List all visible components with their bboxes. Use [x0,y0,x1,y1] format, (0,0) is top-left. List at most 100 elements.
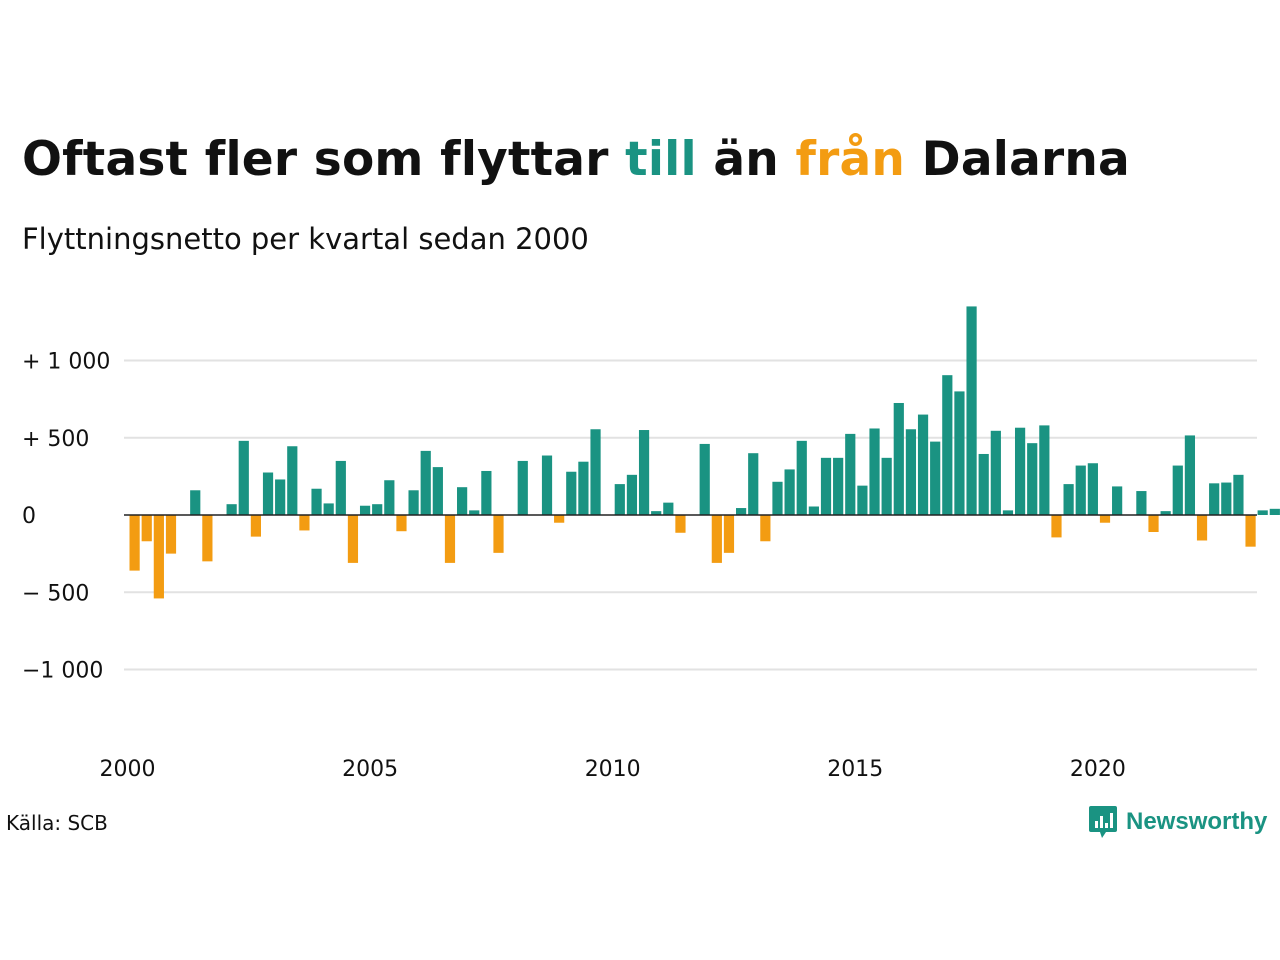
x-tick-label: 2005 [342,757,398,782]
bar [845,433,856,515]
bar [1075,465,1086,515]
y-tick-label: + 500 [22,427,89,452]
source-note: Källa: SCB [6,811,108,835]
bar [1002,510,1014,515]
bar [578,461,589,515]
bar [1245,515,1256,547]
bar [820,457,832,515]
bar [893,402,904,515]
bar [554,515,565,523]
bar [857,485,868,515]
bar [930,441,941,515]
bar [736,508,747,515]
gridlines [124,359,1257,671]
bar [796,440,807,515]
bar [760,515,771,542]
bar [238,440,249,515]
title-part1: Oftast fler som flyttar [22,132,626,187]
bar [1148,515,1159,532]
bar [457,487,468,515]
y-tick-label: −1 000 [22,659,103,684]
bar [1233,474,1244,515]
y-tick-label: − 500 [22,581,89,606]
bar [1027,443,1038,515]
bar [699,443,710,515]
bar [469,510,480,515]
bars [129,306,1280,599]
chart-subtitle: Flyttningsnetto per kvartal sedan 2000 [22,222,589,256]
bar [1221,482,1232,515]
bar [833,457,844,515]
title-to-word: till [625,132,697,187]
title-from-word: från [795,132,906,187]
bar [1172,465,1183,515]
bar [590,429,601,515]
bar [347,515,359,563]
bar [566,471,577,515]
bar [748,453,759,515]
bar [1051,515,1062,538]
x-tick-label: 2010 [585,757,641,782]
bar [966,306,977,515]
bar [481,470,492,515]
bar [202,515,213,562]
bar [942,375,953,515]
bar [1112,486,1123,515]
bar [493,515,504,553]
x-tick-label: 2020 [1070,757,1126,782]
bar [663,502,674,515]
bar [1063,484,1074,515]
bar [638,430,650,515]
bar [299,515,310,531]
bar [772,481,783,515]
bar [626,474,638,515]
bar [250,515,261,537]
bar [359,505,371,515]
x-tick-label: 2015 [827,757,883,782]
newsworthy-logo-icon [1089,806,1117,838]
bar [1014,427,1026,515]
bar [881,457,892,515]
bar [396,515,407,532]
bar [165,515,177,554]
bar [541,455,553,515]
bar [808,506,819,515]
bar [1196,515,1208,541]
bar-chart: −1 000 − 500 0 + 500 + 1 000 2000 2005 2010 201… [22,306,1280,782]
bar [517,460,528,515]
bar [262,472,274,515]
bar [420,450,431,515]
bar [1257,510,1268,515]
bar [1039,425,1050,515]
bar [226,504,237,515]
bar [190,490,201,515]
title-part3: Dalarna [905,132,1130,187]
bar [905,429,917,515]
bar [141,515,152,542]
title-part2: än [696,132,796,187]
bar [335,460,346,515]
bar [153,515,164,599]
bar [323,503,334,515]
bar [954,391,965,515]
bar [990,430,1001,515]
bar [129,515,140,571]
bar [917,414,929,515]
bar [275,479,286,515]
x-axis-labels: 2000 2005 2010 2015 2020 [100,757,1126,782]
bar [1099,515,1111,523]
bar [978,453,989,515]
bar [711,515,722,563]
bar [311,488,322,515]
bar [1269,508,1280,515]
y-tick-label: + 1 000 [22,350,110,375]
bar [784,469,795,515]
bar [723,515,735,553]
brand-name: Newsworthy [1126,808,1268,835]
y-axis-labels: −1 000 − 500 0 + 500 + 1 000 [22,350,110,684]
bar [1160,511,1171,515]
bar [372,504,383,515]
bar [408,490,419,515]
y-tick-label: 0 [22,504,36,529]
bar [432,467,443,515]
